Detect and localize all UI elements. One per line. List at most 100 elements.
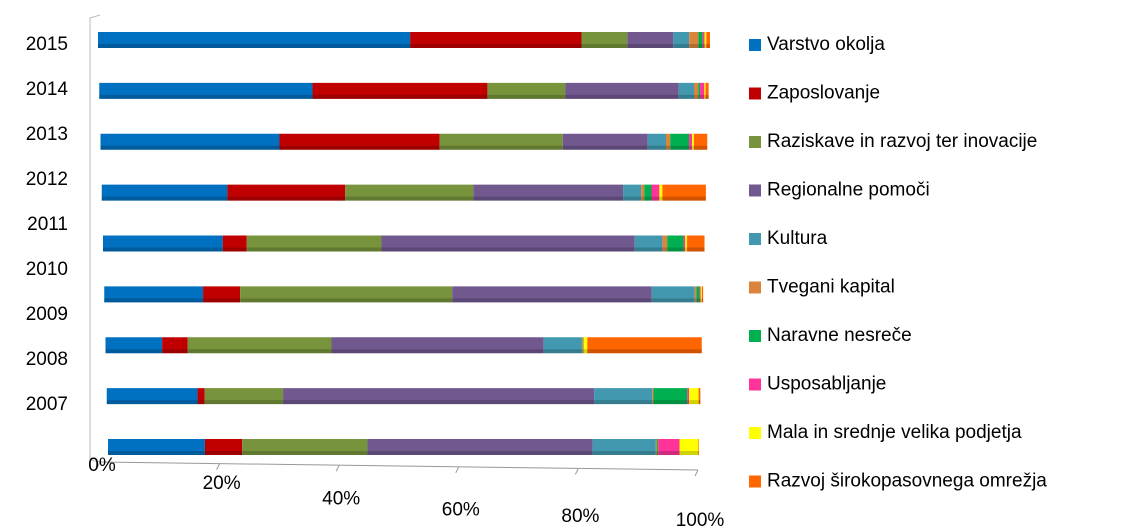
bar-shade [687,247,705,252]
legend-label: Mala in srednje velika podjetja [767,422,1022,443]
bar-shade [592,451,656,455]
bar-segment [562,133,648,150]
bar-segment [240,286,453,303]
bar-shade [665,145,671,150]
bar-shade [103,247,223,252]
bar-segment [702,32,705,48]
bar-shade [222,247,247,252]
bar-shade [473,196,624,201]
legend-swatch [749,378,761,391]
bar-segment [659,184,663,201]
bar-shade [623,196,642,201]
bar-shade [581,44,628,48]
bar-shade [203,298,241,303]
bar-segment [204,388,284,405]
bar-segment [647,133,666,150]
bar-shade [673,44,690,48]
bar-segment [410,32,582,48]
y-tick-label: 2010 [26,259,68,280]
bar-segment [667,235,684,252]
legend-label: Raziskave in razvoj ter inovacije [767,131,1037,152]
x-tick-label: 80% [561,506,599,527]
bar-shade [634,247,663,252]
bar-shade [627,44,674,48]
bar-segment [543,337,582,354]
bar-segment [98,32,411,48]
bar-segment [641,184,645,201]
bar-shade [581,349,584,354]
bar-segment [279,133,440,150]
bar-segment [678,82,694,99]
bar-shade [345,196,474,201]
bar-segment [696,286,700,303]
bar-segment [312,82,488,99]
bar-shade [696,298,700,303]
bar-segment [583,337,588,354]
bar-shade [657,451,659,455]
legend-swatch [749,39,761,51]
x-tick-label: 100% [676,510,725,531]
legend-label: Usposabljanje [767,374,886,395]
bar-segment [700,82,705,99]
bar-shade [197,400,205,405]
legend-label: Zaposlovanje [767,83,880,104]
legend-swatch [749,87,761,100]
bar-shade [692,145,694,150]
bar-segment [367,439,593,455]
legend-label: Razvoj širokopasovnega omrežja [767,471,1047,492]
bar-shade [698,400,701,405]
bar-segment [693,133,708,150]
bar-shade [653,400,688,405]
bar-segment [106,388,198,405]
bar-shade [705,94,709,99]
bar-shade [655,451,658,455]
bar-shade [689,44,699,48]
y-tick-label: 2008 [26,349,68,370]
bar-segment [651,286,695,303]
bar-shade [647,145,666,150]
bar-shade [583,349,588,354]
bar-shade [704,44,707,48]
bar-segment [699,286,701,303]
bar-segment [105,337,163,354]
bar-shade [242,451,368,455]
x-axis [99,461,699,471]
bar-shade [678,94,694,99]
bar-segment [104,286,204,303]
bar-shade [659,196,663,201]
legend-label: Kultura [767,228,828,249]
bar-shade [312,94,488,99]
bar-segment [345,184,474,201]
bar-shade [452,298,652,303]
bar-segment [692,133,694,150]
bar-shade [679,451,699,455]
bar-shade [694,298,697,303]
legend-label: Naravne nesreče [767,325,912,346]
bar-shade [331,349,544,354]
bar-shade [667,247,684,252]
bar-shade [693,145,708,150]
bar-shade [698,44,703,48]
bar-shade [240,298,453,303]
bar-segment [583,337,584,354]
bar-segment [331,337,544,354]
bar-shade [700,298,702,303]
bar-shade [594,400,653,405]
bar-segment [99,82,313,99]
legend-swatch [749,184,761,197]
bar-segment [704,32,707,48]
bar-shade [587,349,702,354]
bar-shade [204,451,243,455]
x-tick [335,464,340,472]
legend-label: Tvegani kapital [767,277,895,298]
bar-shade [706,44,710,48]
bar-segment [634,235,663,252]
legend-label: Varstvo okolja [767,34,885,55]
bar-segment [673,32,690,48]
y-tick-label: 2013 [26,124,68,145]
bar-segment [689,32,699,48]
bar-segment [657,439,659,455]
bar-shade [381,247,635,252]
bar-segment [101,184,228,201]
